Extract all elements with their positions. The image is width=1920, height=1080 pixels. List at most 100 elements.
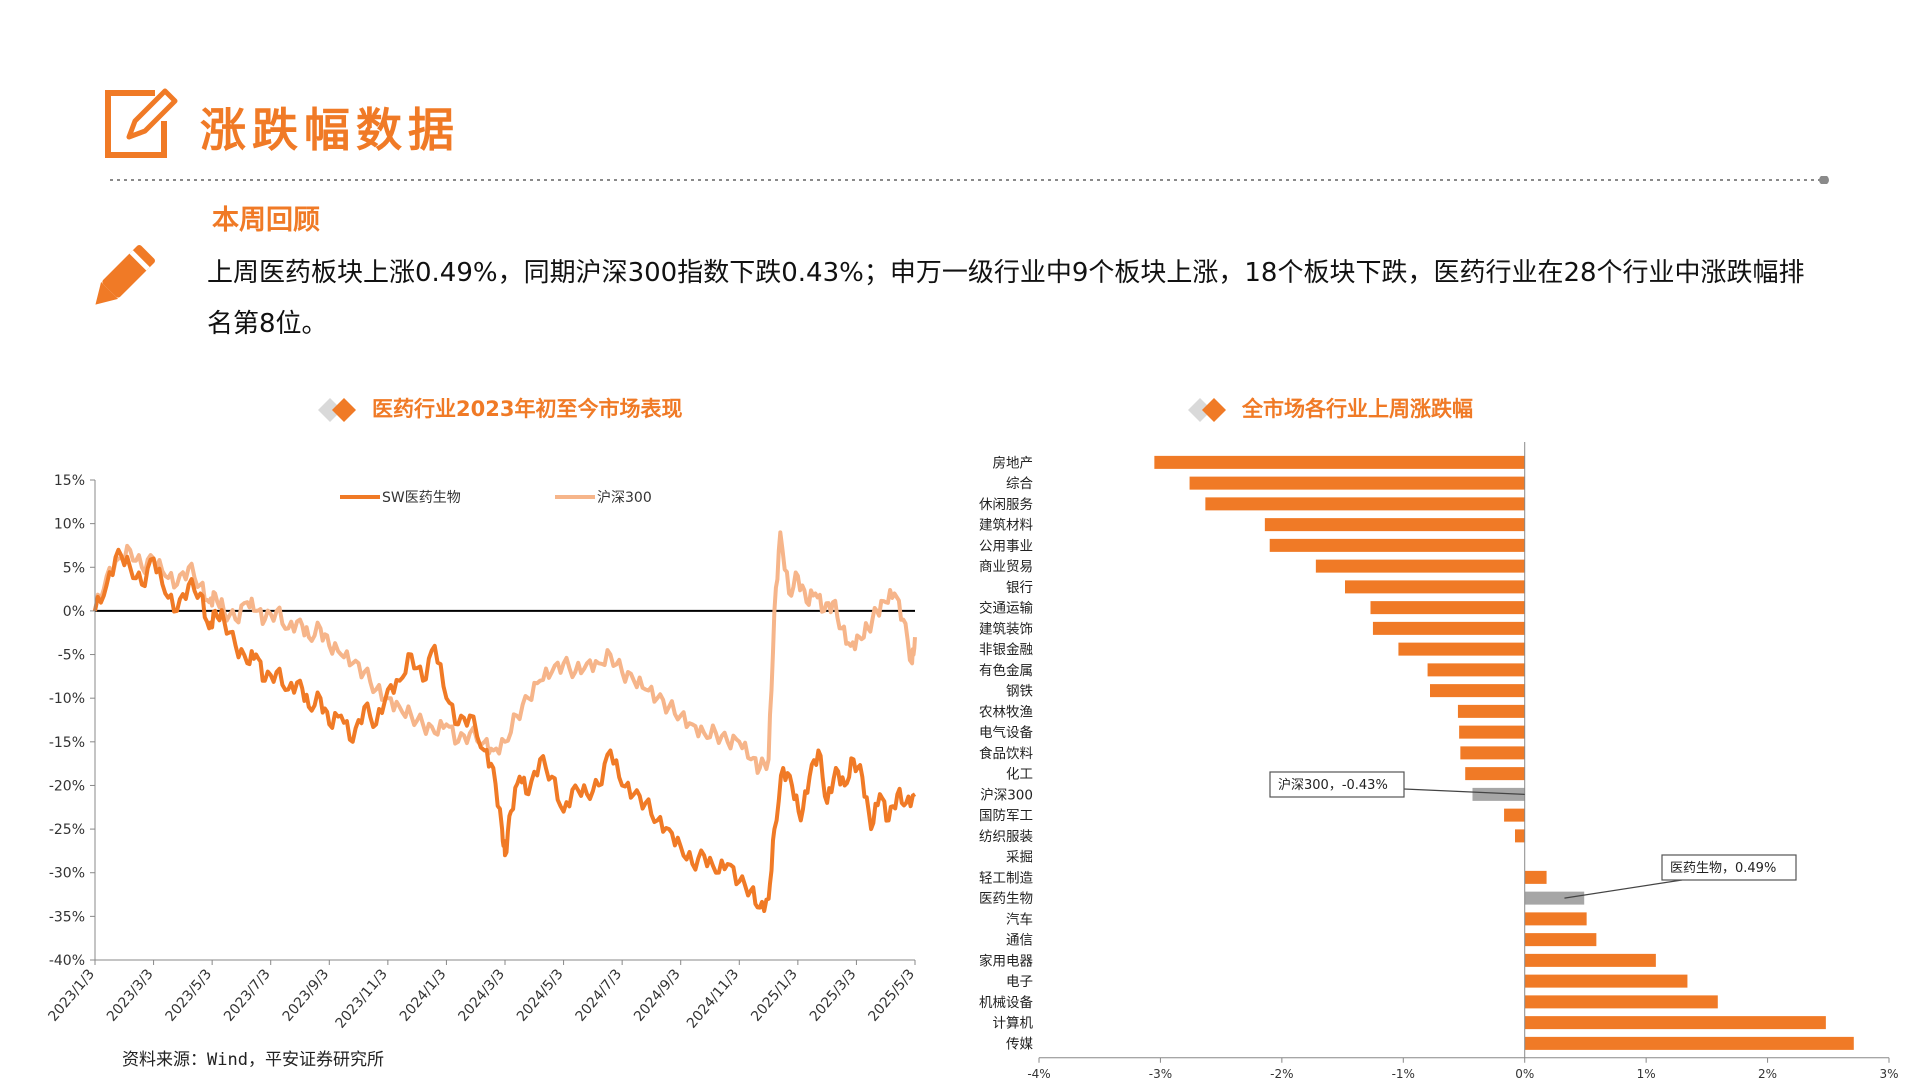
- x-tick-label: 2024/9/3: [631, 966, 684, 1024]
- x-tick-label: 2023/5/3: [163, 966, 216, 1024]
- category-label: 建筑材料: [979, 518, 1033, 534]
- bar: [1472, 787, 1525, 801]
- y-tick-label: 10%: [54, 517, 85, 533]
- x-tick-label: 2023/3/3: [104, 966, 157, 1024]
- line-chart: 15% 10% 5% 0% -5% -10% -15% -20% -25% -30% -35% -40…: [45, 473, 918, 1032]
- y-tick-label: -35%: [49, 909, 85, 925]
- category-label: 采掘: [1006, 850, 1033, 866]
- x-tick-label: 1%: [1637, 1067, 1656, 1080]
- category-label: 机械设备: [979, 994, 1033, 1011]
- bar: [1524, 974, 1688, 988]
- y-tick-label: -40%: [49, 953, 85, 969]
- annotation-callout: 医药生物，0.49%: [1564, 854, 1797, 899]
- bar: [1524, 995, 1718, 1009]
- category-label: 商业贸易: [979, 559, 1033, 575]
- callout-leader: [1403, 788, 1525, 795]
- callout-text: 沪深300，-0.43%: [1278, 777, 1388, 793]
- category-label: 家用电器: [979, 952, 1033, 969]
- bar-chart: 房地产综合休闲服务建筑材料公用事业商业贸易银行交通运输建筑装饰非银金融有色金属钢…: [979, 442, 1899, 1080]
- y-tick-label: 15%: [54, 473, 85, 489]
- pencil-icon: [95, 245, 155, 305]
- review-summary: 上周医药板块上涨0.49%，同期沪深300指数下跌0.43%；申万一级行业中9个…: [207, 258, 1805, 339]
- y-tick-label: -15%: [49, 735, 85, 751]
- x-tick-label: 2025/5/3: [865, 966, 918, 1024]
- bar: [1524, 870, 1547, 884]
- bar: [1315, 559, 1525, 573]
- category-label: 沪深300: [980, 787, 1033, 803]
- category-label: 医药生物: [979, 891, 1033, 907]
- edit-icon: [105, 87, 181, 158]
- x-tick-label: 2024/11/3: [684, 966, 742, 1031]
- x-tick-label: 2023/7/3: [221, 966, 274, 1024]
- bar: [1460, 746, 1525, 760]
- bar: [1459, 725, 1525, 739]
- category-label: 电子: [1006, 974, 1033, 990]
- bar: [1515, 829, 1525, 843]
- category-label: 汽车: [1006, 911, 1033, 928]
- bar: [1524, 933, 1597, 947]
- y-tick-label: -30%: [49, 866, 85, 882]
- diamond-bullet-icon: [1188, 398, 1226, 422]
- x-tick-label: 2025/1/3: [748, 966, 801, 1024]
- category-label: 钢铁: [1006, 684, 1034, 700]
- legend-label: 沪深300: [597, 490, 652, 506]
- y-tick-label: -5%: [58, 648, 85, 664]
- bar: [1465, 767, 1525, 781]
- category-label: 有色金属: [979, 662, 1033, 679]
- bar: [1430, 684, 1525, 698]
- y-tick-label: -20%: [49, 778, 85, 794]
- series-line-sw-pharma: [93, 547, 917, 913]
- callout-leader: [1564, 879, 1683, 899]
- page-title: 涨跌幅数据: [200, 103, 460, 157]
- x-tick-label: 2024/3/3: [455, 966, 508, 1024]
- left-chart-title: 医药行业2023年初至今市场表现: [318, 393, 682, 423]
- x-tick-label: 2023/9/3: [280, 966, 333, 1024]
- x-tick-label: 2025/3/3: [807, 966, 860, 1024]
- bar: [1524, 891, 1585, 905]
- diamond-bullet-icon: [318, 398, 356, 422]
- category-label: 房地产: [993, 455, 1034, 471]
- bar: [1524, 912, 1587, 926]
- bar: [1370, 601, 1525, 615]
- x-tick-label: 0%: [1515, 1067, 1534, 1080]
- category-label: 传媒: [1006, 1036, 1034, 1052]
- legend-label: SW医药生物: [382, 490, 461, 506]
- bar: [1524, 1016, 1826, 1030]
- bar: [1524, 953, 1656, 967]
- y-tick-label: 0%: [63, 604, 85, 620]
- x-tick-label: 3%: [1879, 1067, 1898, 1080]
- category-label: 综合: [1006, 476, 1034, 492]
- category-label: 非银金融: [979, 642, 1033, 658]
- category-label: 化工: [1006, 767, 1033, 783]
- bar: [1269, 538, 1525, 552]
- category-label: 农林牧渔: [979, 704, 1033, 720]
- source-note: 资料来源：Wind，平安证券研究所: [122, 1050, 384, 1070]
- callout-text: 医药生物，0.49%: [1670, 861, 1776, 876]
- dotted-divider: [110, 176, 1829, 184]
- bar: [1372, 621, 1525, 635]
- bar: [1504, 808, 1525, 822]
- category-label: 国防军工: [979, 808, 1033, 824]
- x-tick-label: 2023/1/3: [45, 966, 98, 1024]
- bar: [1154, 455, 1525, 469]
- bar: [1345, 580, 1525, 594]
- category-label: 通信: [1006, 933, 1033, 949]
- category-label: 休闲服务: [979, 497, 1033, 513]
- x-tick-label: 2%: [1758, 1067, 1777, 1080]
- category-label: 纺织服装: [979, 829, 1033, 845]
- x-tick-label: -2%: [1270, 1067, 1293, 1080]
- section-title: 本周回顾: [212, 205, 320, 236]
- x-tick-label: -4%: [1027, 1067, 1050, 1080]
- right-chart-title-text: 全市场各行业上周涨跌幅: [1242, 397, 1473, 421]
- callout-box: [1269, 771, 1405, 798]
- category-label: 公用事业: [979, 538, 1033, 554]
- bar: [1189, 476, 1525, 490]
- x-tick-label: 2024/1/3: [397, 966, 450, 1024]
- x-tick-label: 2023/11/3: [333, 966, 391, 1031]
- y-tick-label: -25%: [49, 822, 85, 838]
- left-chart-title-text: 医药行业2023年初至今市场表现: [372, 397, 683, 421]
- right-chart-title: 全市场各行业上周涨跌幅: [1188, 393, 1473, 423]
- bar: [1264, 518, 1525, 532]
- category-label: 计算机: [993, 1016, 1034, 1032]
- callout-box: [1661, 854, 1797, 881]
